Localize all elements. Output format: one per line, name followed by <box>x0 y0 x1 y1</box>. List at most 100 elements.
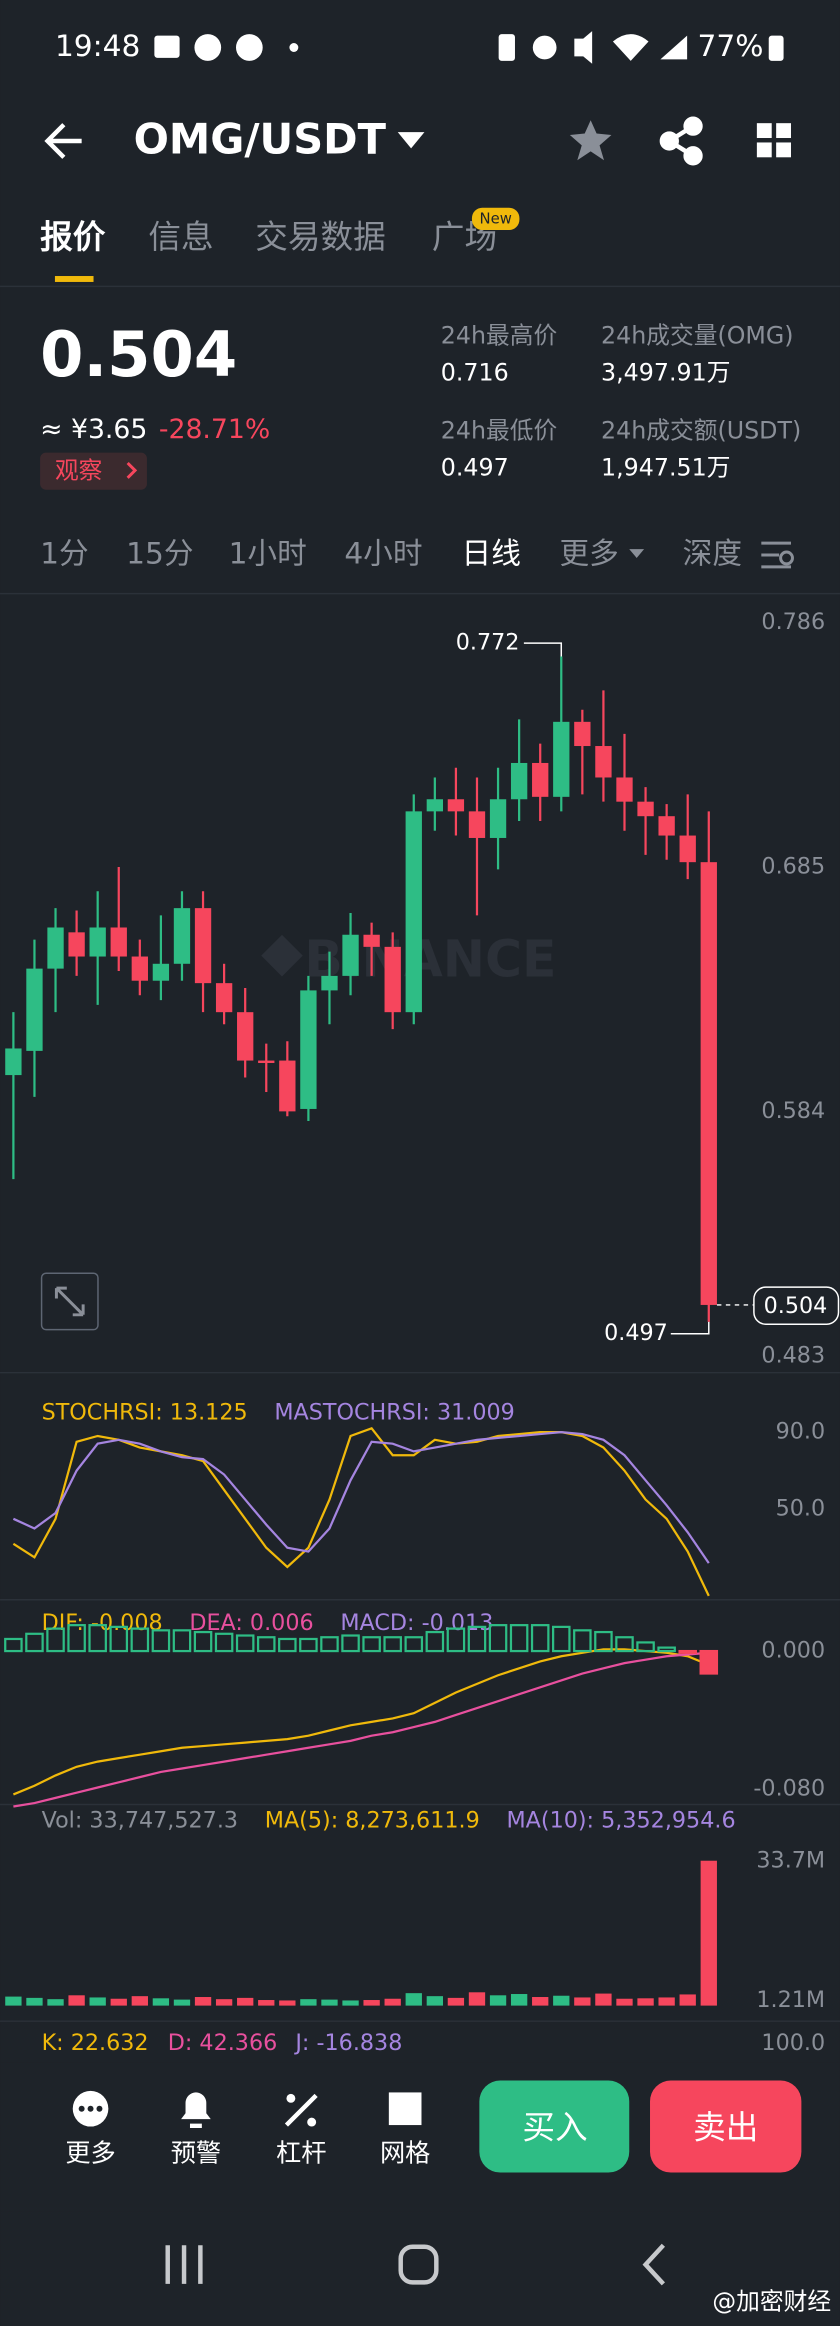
volume-bar <box>237 1997 254 2006</box>
volume-bar <box>384 1998 401 2006</box>
candle-body <box>574 721 591 747</box>
bottom-label[interactable]: 杠杆 <box>276 2139 326 2168</box>
macd-bar <box>488 1624 508 1653</box>
candle-body <box>447 799 465 812</box>
low-pointer <box>670 1321 710 1335</box>
volume-bar <box>110 1998 127 2006</box>
candle-body <box>532 762 549 797</box>
candle-body <box>68 932 85 957</box>
macd-bar <box>552 1625 571 1653</box>
layout-button[interactable] <box>756 123 791 158</box>
interval-tab[interactable]: 15分 <box>126 536 193 571</box>
icon-part <box>286 2093 296 2103</box>
watch-label[interactable]: 观察 <box>55 456 102 484</box>
icon-part <box>768 35 784 61</box>
macd-bar <box>4 1637 23 1653</box>
icon-part <box>154 35 180 58</box>
candle-body <box>679 835 696 863</box>
volume-bar <box>173 1999 191 2006</box>
icon-part <box>194 34 222 61</box>
expand-button[interactable] <box>40 1272 99 1331</box>
volume-bar <box>405 1993 422 2006</box>
volume-bar <box>152 1998 170 2006</box>
chart-settings[interactable] <box>761 541 794 569</box>
status-icons <box>154 31 784 64</box>
macd-bar <box>362 1636 381 1653</box>
icon-part <box>532 35 557 60</box>
watch-arrow <box>126 461 138 479</box>
kdj-label: D: 42.366 <box>168 2030 278 2056</box>
volume-bar <box>574 1997 591 2006</box>
macd-bar <box>615 1636 634 1653</box>
watermark: BINANCE <box>304 930 556 989</box>
back-button[interactable] <box>44 123 82 159</box>
icon-part <box>165 2245 203 2284</box>
volume-bar <box>215 1999 233 2006</box>
icon-part <box>498 34 515 61</box>
volume-bar <box>363 2000 380 2006</box>
buy-label[interactable]: 买入 <box>522 2109 587 2147</box>
tab[interactable]: 报价 <box>40 218 106 256</box>
more-dropdown[interactable] <box>629 549 645 558</box>
volume-bar <box>679 1994 696 2006</box>
icon-part <box>776 123 791 139</box>
bottom-label[interactable]: 更多 <box>65 2139 115 2168</box>
kdj-label: K: 22.632 <box>42 2030 149 2056</box>
candle-body <box>405 811 422 1013</box>
legend-entry: MA(5): 8,273,611.9 <box>265 1807 480 1833</box>
interval-tab[interactable]: 1分 <box>40 536 89 571</box>
tab[interactable]: 交易数据 <box>255 218 386 256</box>
macd-bar <box>657 1646 676 1653</box>
y-tick-label: -0.080 <box>753 1776 825 1802</box>
macd-bar <box>235 1634 255 1653</box>
icon-part <box>78 2105 85 2112</box>
interval-tab[interactable]: 深度 <box>683 536 742 571</box>
volume-bar <box>258 2000 275 2006</box>
interval-tab[interactable]: 1小时 <box>229 536 307 571</box>
icon-part <box>289 43 299 52</box>
macd-bar <box>46 1627 65 1653</box>
icon-part <box>235 34 263 61</box>
stat-label: 24h最高价 <box>441 321 557 349</box>
credit: @加密财经 <box>712 2288 831 2316</box>
legend-entry: MASTOCHRSI: 31.009 <box>274 1399 514 1425</box>
nav-bar <box>165 2243 666 2286</box>
candle-body <box>510 762 528 800</box>
candle-body <box>152 963 170 981</box>
interval-tab[interactable]: 4小时 <box>344 536 422 571</box>
macd-bar <box>320 1636 339 1653</box>
buy-button[interactable] <box>479 2080 630 2173</box>
watch-badge[interactable] <box>40 452 147 490</box>
sell-button[interactable] <box>650 2080 802 2173</box>
volume-bar <box>131 1996 148 2006</box>
high-pointer <box>523 642 563 657</box>
macd-bar <box>25 1632 44 1653</box>
pair-title[interactable]: OMG/USDT <box>134 114 387 163</box>
bottom-label[interactable]: 网格 <box>380 2139 430 2168</box>
macd-bar <box>88 1624 107 1653</box>
pair-dropdown[interactable] <box>397 132 425 149</box>
macd-bar <box>404 1636 424 1653</box>
interval-tab[interactable]: 更多 <box>559 536 618 571</box>
volume-bar <box>47 1999 64 2006</box>
interval-tab[interactable]: 日线 <box>462 536 521 571</box>
icon-part <box>87 2105 94 2112</box>
candle-body <box>215 983 233 1013</box>
icon-part: 1分 15分 1小时 4小时 日线 更多 深度 <box>40 536 742 571</box>
candle-body <box>384 946 401 1013</box>
volume-bar <box>321 1999 338 2006</box>
share-button[interactable] <box>659 116 703 166</box>
favorite-button[interactable] <box>569 120 612 161</box>
volume-bar <box>300 1999 317 2006</box>
status-time: 19:48 <box>55 28 140 63</box>
tab-indicator <box>54 276 94 282</box>
macd-bar <box>151 1629 171 1653</box>
stat-value: 3,497.91万 <box>601 358 730 386</box>
candle-body <box>616 777 633 802</box>
bottom-label[interactable]: 预警 <box>171 2139 221 2168</box>
icon-part <box>284 2093 318 2127</box>
tab[interactable]: 信息 <box>148 218 213 256</box>
sell-label[interactable]: 卖出 <box>693 2109 758 2147</box>
